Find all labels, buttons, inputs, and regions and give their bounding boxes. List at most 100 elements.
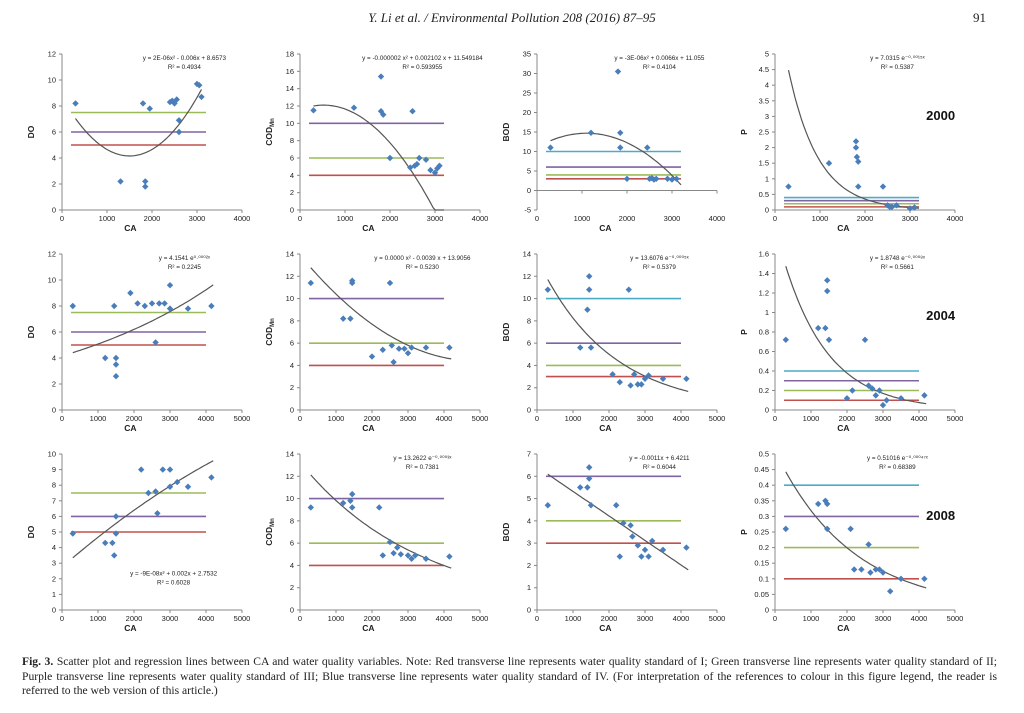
y-tick-label: 9 (52, 465, 56, 474)
data-point (824, 500, 831, 508)
data-point (409, 108, 416, 115)
x-axis-label: CA (599, 223, 611, 233)
y-tick-label: 8 (527, 316, 531, 325)
data-point (446, 553, 453, 560)
data-point (198, 93, 205, 101)
x-tick-label: 4000 (234, 214, 251, 223)
y-tick-label: 6 (290, 154, 294, 163)
y-tick-label: 0 (527, 606, 531, 615)
r-squared: R² = 0.6044 (643, 464, 677, 471)
y-tick-label: 8 (52, 102, 56, 111)
x-tick-label: 0 (773, 414, 777, 423)
data-point (146, 105, 153, 112)
y-tick-label: 0.25 (754, 528, 769, 537)
y-axis-label: P (739, 529, 749, 535)
y-tick-label: 3 (527, 539, 531, 548)
data-point (645, 372, 652, 379)
y-tick-label: -5 (524, 206, 531, 215)
r-squared: R² = 0.5387 (881, 64, 915, 71)
data-point (145, 489, 152, 497)
data-point (175, 128, 183, 136)
data-point (865, 541, 872, 548)
data-point (921, 392, 928, 399)
y-tick-label: 6 (290, 539, 294, 548)
data-point (586, 475, 593, 482)
x-axis-label: CA (599, 423, 611, 433)
y-tick-label: 4 (290, 171, 294, 180)
y-tick-label: 5 (527, 167, 531, 176)
data-point (587, 344, 595, 351)
data-point (620, 519, 627, 527)
scatter-plot: 0 0.5 1 1.5 2 2.5 3 3.5 4 4.5 5 0 1000 2000 3000 4000 CA… (739, 50, 963, 234)
x-tick-label: 4000 (472, 214, 489, 223)
r-squared: R² = 0.5379 (643, 264, 677, 271)
x-tick-label: 0 (298, 614, 302, 623)
x-tick-label: 2000 (857, 214, 874, 223)
data-point (386, 538, 394, 546)
y-tick-label: 0 (290, 606, 294, 615)
caption-text: Scatter plot and regression lines betwee… (22, 655, 998, 698)
y-tick-label: 4 (765, 81, 769, 90)
x-tick-label: 5000 (709, 414, 726, 423)
data-point (616, 553, 623, 560)
x-tick-label: 3000 (427, 214, 444, 223)
y-tick-label: 1.5 (759, 159, 769, 168)
data-point (175, 117, 183, 124)
data-point (824, 525, 831, 533)
x-tick-label: 0 (298, 214, 302, 223)
x-tick-label: 0 (773, 614, 777, 623)
y-tick-label: 2 (290, 383, 294, 392)
data-point (380, 111, 387, 118)
y-axis-label: P (739, 329, 749, 335)
y-tick-label: 1.2 (759, 289, 769, 298)
y-axis-label: P (739, 129, 749, 135)
data-point (340, 315, 347, 322)
data-point (825, 336, 833, 343)
data-point (388, 342, 395, 349)
x-tick-label: 1000 (565, 414, 582, 423)
x-tick-label: 1000 (90, 614, 107, 623)
y-tick-label: 2.5 (759, 128, 769, 137)
data-point (377, 73, 385, 80)
data-point (386, 154, 394, 162)
y-tick-label: 1 (527, 583, 531, 592)
x-tick-label: 3000 (902, 214, 919, 223)
data-point (196, 82, 203, 89)
data-point (634, 381, 641, 388)
y-tick-label: 2 (52, 380, 56, 389)
y-tick-label: 0.35 (754, 496, 769, 505)
y-tick-label: 10 (48, 276, 56, 285)
x-tick-label: 3000 (162, 414, 179, 423)
y-tick-label: 2 (290, 188, 294, 197)
y-tick-label: 2 (765, 143, 769, 152)
data-point (586, 464, 593, 471)
data-point (879, 401, 887, 409)
y-axis-label: BOD (501, 123, 511, 142)
data-point (867, 569, 874, 576)
data-point (645, 553, 652, 560)
y-tick-label: 10 (286, 119, 294, 128)
data-point (117, 178, 124, 185)
data-point (404, 552, 412, 559)
data-point (659, 546, 667, 554)
r-squared: R² = 0.593955 (402, 64, 443, 71)
data-point (134, 300, 141, 307)
regression-equation: y = 7.0315 e⁻⁰·⁰⁰¹⁵ˣ (870, 55, 926, 62)
data-point (112, 513, 120, 520)
x-tick-label: 1000 (328, 614, 345, 623)
data-point (390, 358, 397, 366)
regression-curve (313, 104, 444, 211)
data-point (853, 153, 861, 161)
y-tick-label: 8 (290, 316, 294, 325)
y-tick-label: 7 (52, 496, 56, 505)
data-point (109, 539, 116, 547)
regression-equation: y = 2E-06x² - 0.006x + 8.6573 (143, 55, 227, 62)
r-squared: R² = 0.4104 (643, 64, 677, 71)
data-point (208, 474, 215, 481)
data-point (111, 552, 118, 559)
y-tick-label: 6 (52, 328, 56, 337)
y-tick-label: 0 (765, 406, 769, 415)
data-point (148, 300, 156, 307)
data-point (390, 549, 397, 557)
data-point (139, 100, 147, 107)
